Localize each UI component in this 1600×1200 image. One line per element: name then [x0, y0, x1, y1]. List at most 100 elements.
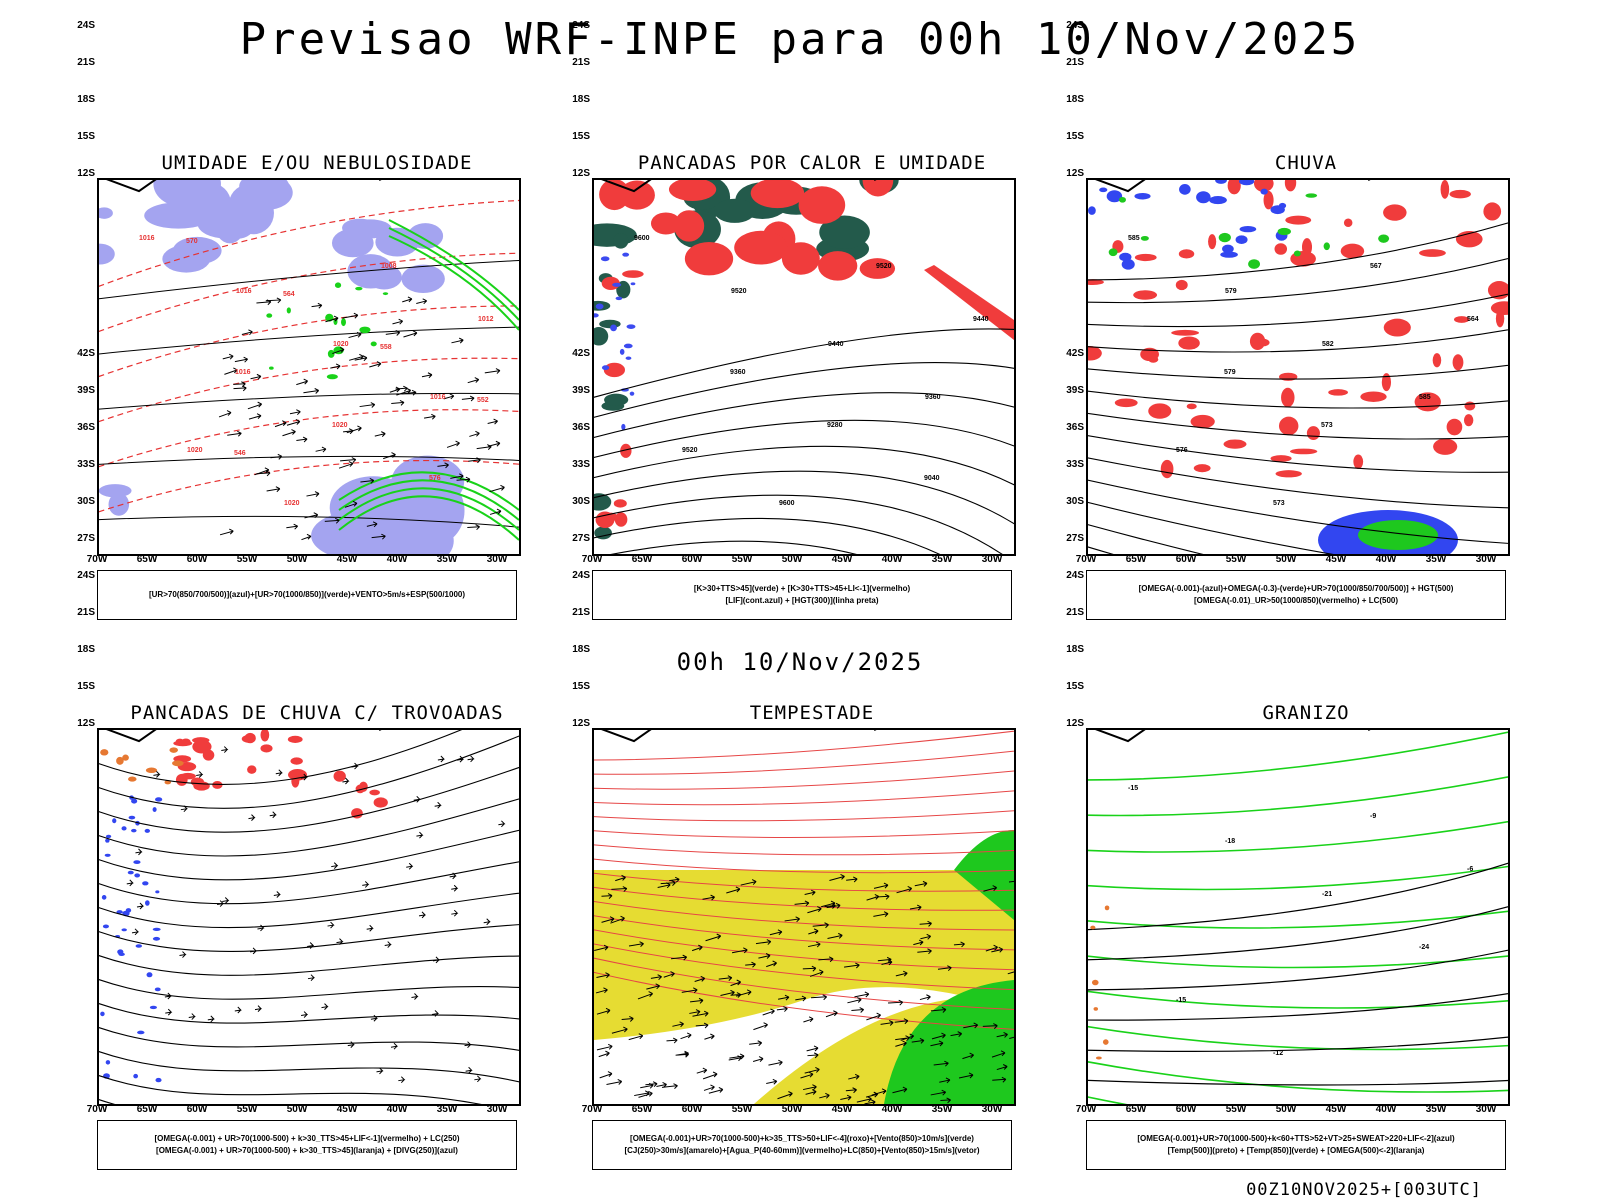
streamline — [99, 1074, 482, 1104]
divg-blue-cell — [146, 972, 153, 978]
arrow-head — [398, 1076, 406, 1084]
contour-label: 1016 — [235, 369, 251, 376]
rain-red-cell — [1432, 353, 1442, 368]
omega-green — [1108, 193, 1390, 269]
rain-red-cell — [1383, 318, 1411, 337]
lat-tick-label: 18S — [572, 94, 590, 106]
kindex-red-cell — [862, 180, 894, 197]
panel-legend: [OMEGA(-0.001)+UR>70(1000-500)+k<60+TTS>… — [1086, 1120, 1506, 1170]
divg-blue-cell — [152, 807, 157, 812]
contour-line — [594, 872, 1014, 892]
wind-vector — [234, 356, 248, 363]
wind-vector — [805, 1089, 817, 1095]
wind-vector — [958, 1072, 974, 1079]
arrow-head — [376, 1067, 384, 1075]
wind-vector — [348, 331, 362, 339]
wind-vector — [729, 1053, 745, 1060]
moisture-upper-cell — [144, 202, 213, 229]
rain-red-cell — [1114, 398, 1138, 408]
lat-tick-label: 15S — [1066, 131, 1084, 143]
main-title: Previsao WRF-INPE para 00h 10/Nov/2025 — [239, 14, 1361, 65]
streamline — [99, 1002, 519, 1024]
rain-red-cell — [1227, 180, 1241, 195]
lat-tick-label: 15S — [77, 131, 95, 143]
lif-contour-cell — [629, 391, 635, 396]
rain-red-cell — [1360, 391, 1387, 402]
lon-tick-label: 45W — [336, 554, 358, 565]
storm-orange-cell — [122, 754, 129, 761]
moisture-upper-cell — [347, 254, 394, 289]
lat-tick-label: 42S — [572, 348, 590, 359]
arrow-head — [307, 942, 315, 949]
arrow-head — [432, 956, 440, 964]
lat-tick-label: 27S — [77, 533, 95, 545]
lat-tick-label: 42S — [77, 348, 95, 359]
omega-green-cell — [1323, 242, 1330, 251]
wind-vector — [940, 1097, 951, 1104]
contour-line — [99, 459, 519, 513]
wind-vector — [875, 893, 890, 900]
wind-vector — [819, 1092, 830, 1099]
contour-line — [99, 409, 519, 468]
wind-vector — [219, 528, 234, 536]
contour-line — [1088, 1025, 1508, 1051]
wind-vector — [730, 992, 742, 998]
rain-red-cell — [1178, 336, 1200, 350]
contour-line — [594, 470, 1014, 525]
moisture-upper — [144, 180, 293, 273]
green-contour — [338, 487, 519, 531]
contour-label: 1020 — [332, 422, 348, 429]
wind-vector — [996, 1031, 1008, 1038]
contour-line — [99, 260, 519, 300]
wind-vector — [218, 410, 232, 418]
wind-vector — [794, 900, 810, 907]
wind-vector — [282, 429, 296, 437]
wind-vector — [596, 1043, 613, 1051]
contour-line — [1088, 524, 1204, 554]
wind-vector — [692, 1010, 709, 1017]
arrow-head — [418, 911, 427, 919]
rain-red-cell — [1274, 243, 1288, 255]
kindex-red-cell — [595, 511, 615, 529]
wind-vector — [443, 393, 455, 400]
lat-tick-label: 27S — [572, 533, 590, 545]
lon-tick-label: 35W — [931, 1104, 953, 1115]
rain-red-cell — [1383, 204, 1407, 221]
wind-vector — [680, 1032, 692, 1040]
wind-vector — [484, 368, 501, 374]
rain-red-cell — [1449, 189, 1471, 199]
lat-tick-label: 21S — [77, 607, 95, 619]
contour-line — [99, 199, 519, 287]
legend-line-1: [K>30+TTS>45](verde) + [K>30+TTS>45+LI<-… — [693, 584, 911, 593]
wind-vector — [809, 969, 824, 977]
rh-low-cell — [269, 366, 274, 370]
lat-axis: 12S 15S 18S 21S 24S 27S 30S 33S 36S 39S 42S — [554, 20, 590, 552]
wind-vector — [766, 960, 777, 968]
lon-axis: 70W 65W 60W 55W 50W 45W 40W 35W 30W — [582, 1104, 1016, 1118]
kindex-green-cell — [613, 233, 629, 249]
divg-blue-cell — [155, 797, 163, 802]
wind-vector — [437, 462, 449, 469]
lat-tick-label: 39S — [77, 385, 95, 397]
wind-vector — [250, 373, 262, 380]
moisture-upper-cell — [108, 492, 130, 516]
wind-vector — [807, 941, 821, 948]
kindex-red-cell — [613, 499, 627, 508]
moisture-upper-cell — [99, 207, 113, 219]
wind-vector — [488, 440, 501, 447]
rain-red-cell — [1289, 448, 1318, 455]
wind-vector — [804, 889, 816, 896]
kindex-green-cell — [604, 393, 629, 406]
contour-line — [1088, 390, 1508, 409]
wind-vector — [913, 939, 924, 946]
rain-red-cell — [1285, 215, 1312, 225]
contour-line — [594, 810, 1014, 822]
wind-vector — [346, 425, 362, 434]
wind-vector — [227, 430, 242, 437]
wind-vector — [306, 491, 320, 497]
wind-vectors — [594, 873, 1014, 1104]
wind-vector — [621, 1016, 634, 1022]
streamline — [99, 1050, 519, 1083]
rain-red-cell — [1328, 389, 1348, 396]
wind-vector — [330, 363, 341, 370]
